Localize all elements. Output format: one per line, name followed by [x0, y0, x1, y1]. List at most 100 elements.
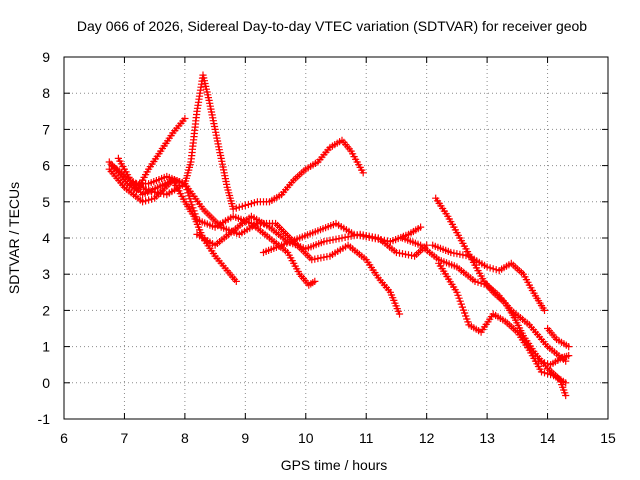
data-point [489, 265, 497, 273]
data-point [250, 199, 258, 207]
data-point [186, 195, 194, 203]
data-series [105, 71, 573, 400]
y-axis-label: SDTVAR / TECUs [6, 182, 22, 294]
data-point [228, 200, 236, 208]
y-tick-label-8: 8 [42, 85, 50, 101]
data-point [196, 226, 204, 234]
data-point [197, 229, 205, 237]
data-point [185, 163, 193, 171]
x-tick-label-12: 12 [419, 430, 435, 446]
data-point [393, 305, 401, 313]
data-point [311, 277, 319, 285]
data-point [194, 223, 203, 231]
y-tick-label-9: 9 [42, 49, 50, 65]
data-point [394, 307, 402, 315]
data-point [395, 310, 404, 318]
data-point [184, 169, 192, 177]
series-line-10 [432, 244, 546, 312]
data-point [191, 210, 199, 218]
series-8 [398, 234, 570, 365]
data-point [181, 114, 189, 123]
x-axis-label: GPS time / hours [281, 457, 388, 473]
series-9 [432, 194, 570, 400]
data-point [186, 161, 194, 169]
series-line-5 [129, 175, 401, 315]
series-12 [544, 324, 573, 351]
data-point [229, 205, 237, 213]
data-point [464, 318, 472, 326]
data-point [474, 278, 482, 286]
data-point [391, 299, 399, 307]
data-point [216, 149, 224, 157]
y-tick-label-7: 7 [42, 121, 50, 137]
data-point [559, 383, 567, 391]
data-point [232, 204, 240, 212]
data-point [145, 196, 153, 204]
data-point [417, 223, 425, 231]
data-point [456, 297, 464, 305]
data-point [537, 358, 546, 366]
data-point [235, 203, 243, 211]
data-point [185, 166, 193, 174]
x-tick-label-14: 14 [540, 430, 556, 446]
data-point [483, 263, 491, 271]
data-point [540, 369, 549, 377]
x-tick-label-15: 15 [600, 430, 616, 446]
data-point [390, 296, 398, 304]
data-point [189, 204, 197, 212]
data-point [204, 91, 212, 99]
data-point [392, 302, 400, 310]
data-point [148, 195, 156, 203]
data-point [188, 201, 196, 209]
x-tick-label-11: 11 [359, 430, 374, 446]
data-point [423, 241, 431, 249]
data-point [223, 183, 231, 191]
data-point [244, 200, 252, 209]
data-point [471, 277, 479, 285]
data-point [228, 202, 237, 210]
series-4 [108, 162, 319, 289]
data-point [386, 288, 394, 296]
data-point [389, 294, 397, 302]
data-point [200, 74, 208, 82]
x-tick-label-13: 13 [479, 430, 495, 446]
y-tick-label-6: 6 [42, 158, 50, 174]
data-point [139, 198, 147, 206]
data-point [540, 306, 549, 314]
data-point [540, 359, 549, 367]
data-point [544, 370, 552, 378]
data-point [201, 79, 209, 88]
data-point [359, 169, 367, 177]
y-tick-label-5: 5 [42, 194, 50, 210]
data-point [458, 303, 466, 311]
data-point [459, 306, 468, 314]
y-tick-label-2: 2 [42, 302, 50, 318]
series-6 [193, 212, 431, 260]
x-tick-label-6: 6 [60, 430, 68, 446]
series-11 [435, 259, 570, 387]
x-tick-label-10: 10 [298, 430, 314, 446]
y-tick-label--1: -1 [38, 411, 51, 427]
series-10 [429, 241, 549, 314]
data-point [227, 197, 235, 205]
data-point [224, 186, 232, 194]
data-point [562, 357, 570, 365]
data-point [204, 94, 212, 102]
data-point [225, 189, 233, 197]
data-point [455, 294, 463, 302]
data-point [537, 368, 546, 376]
chart-title: Day 066 of 2026, Sidereal Day-to-day VTE… [77, 18, 587, 34]
data-point [187, 198, 195, 206]
data-point [241, 201, 249, 209]
x-tick-label-9: 9 [241, 430, 249, 446]
data-point [232, 277, 240, 285]
data-point [238, 202, 246, 210]
data-point [142, 197, 150, 205]
data-point [461, 309, 469, 317]
data-point [562, 391, 570, 400]
data-point [225, 191, 234, 200]
y-tick-label-0: 0 [42, 375, 50, 391]
tick-marks [63, 56, 609, 420]
data-point [462, 312, 470, 320]
